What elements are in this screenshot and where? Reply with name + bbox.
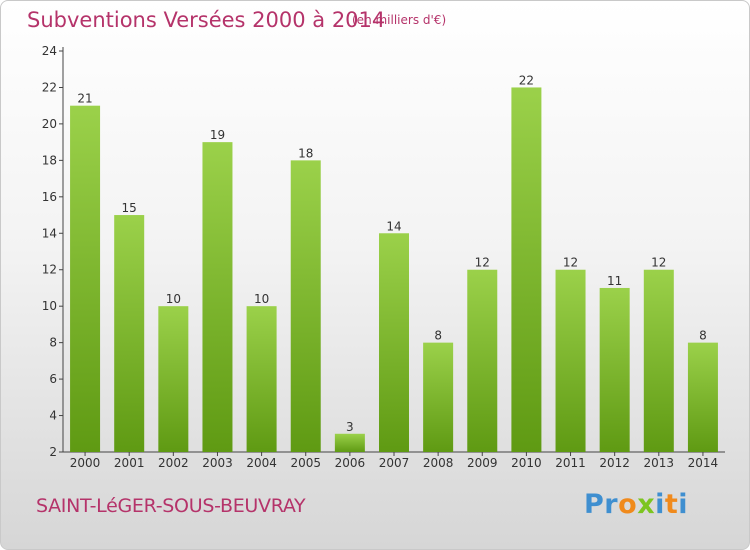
bar [687,342,718,452]
chart-subtitle: (en milliers d'€) [352,13,447,27]
y-tick-label: 4 [49,409,57,423]
logo-letter: r [604,489,619,520]
bar [334,433,365,452]
data-label: 3 [346,420,354,434]
x-tick-label: 2013 [644,456,675,470]
data-label: 12 [563,256,578,270]
data-label: 19 [210,128,225,142]
y-tick-label: 24 [42,44,57,58]
bar [70,105,101,452]
y-tick-label: 20 [42,117,57,131]
labels: 21 15 10 19 10 18 3 14 8 12 22 12 11 12 8 [77,73,706,433]
bar [599,287,630,452]
data-label: 12 [651,256,666,270]
y-tick-label: 8 [49,336,57,350]
bar [246,306,277,452]
data-label: 8 [699,329,707,343]
x-tick-label: 2008 [423,456,454,470]
data-label: 12 [475,256,490,270]
x-tick-label: 2001 [114,456,145,470]
data-label: 18 [298,146,313,160]
logo-letter: i [678,489,689,520]
bar [114,215,145,452]
x-tick-label: 2007 [379,456,410,470]
x-tick-label: 2012 [599,456,630,470]
x-tick-label: 2005 [290,456,321,470]
x-tick-label: 2009 [467,456,498,470]
bar [290,160,321,452]
x-tick-label: 2014 [688,456,719,470]
data-label: 10 [166,292,181,306]
y-tick-label: 2 [49,445,57,459]
y-tick-label: 10 [42,299,57,313]
data-label: 22 [519,73,534,87]
data-label: 15 [122,201,137,215]
bar [423,342,454,452]
bar [158,306,189,452]
y-tick-label: 12 [42,263,57,277]
data-label: 10 [254,292,269,306]
x-tick-label: 2006 [335,456,366,470]
logo-letter: o [618,489,638,520]
x-tick-label: 2004 [246,456,277,470]
y-tick-label: 22 [42,80,57,94]
data-label: 8 [434,329,442,343]
y-tick-label: 14 [42,226,57,240]
logo-letter: x [637,489,656,520]
x-tick-label: 2002 [158,456,189,470]
x-tick-label: 2011 [555,456,586,470]
bar [467,269,498,452]
commune-name: SAINT-LéGER-SOUS-BEUVRAY [36,495,306,517]
y-tick-label: 6 [49,372,57,386]
bars [70,87,718,453]
bar [379,233,409,452]
data-label: 21 [77,92,92,106]
y-tick-label: 16 [42,190,57,204]
bar [511,87,542,453]
bar [202,142,233,453]
x-tick-label: 2003 [202,456,233,470]
logo-letter: P [584,489,605,520]
bar [643,269,674,452]
data-label: 11 [607,274,622,288]
data-label: 14 [386,219,401,233]
y-tick-label: 18 [42,153,57,167]
logo-letter: i [655,489,665,520]
proxiti-logo: Proxiti [584,489,688,520]
bar [555,269,586,452]
logo-letter: t [664,489,679,520]
x-tick-label: 2000 [70,456,101,470]
x-tick-label: 2010 [511,456,542,470]
chart-title: Subventions Versées 2000 à 2014 [27,8,386,32]
